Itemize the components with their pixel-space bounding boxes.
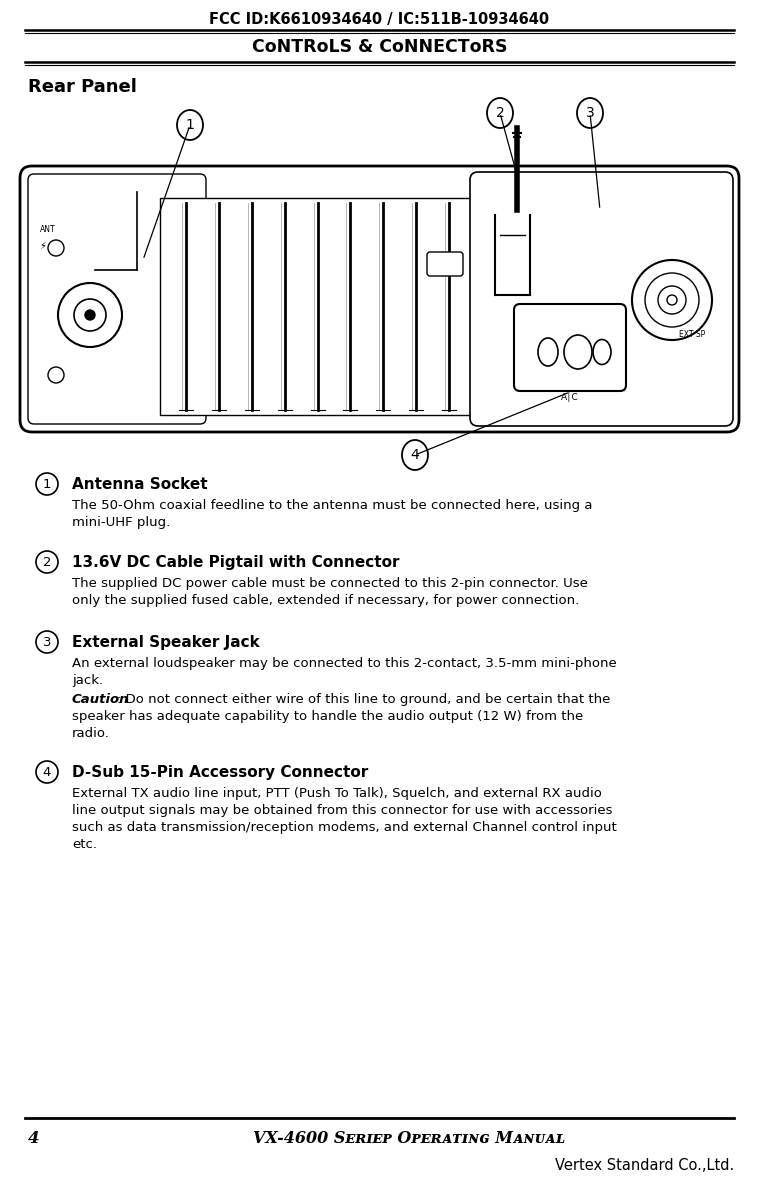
Text: EXT SP: EXT SP: [679, 330, 705, 339]
Text: 3: 3: [43, 635, 52, 648]
Bar: [160, 198, 475, 415]
Text: External TX audio line input, PTT (Push To Talk), Squelch, and external RX audio: External TX audio line input, PTT (Push …: [72, 787, 602, 800]
Text: FCC ID:K6610934640 / IC:511B-10934640: FCC ID:K6610934640 / IC:511B-10934640: [209, 12, 550, 26]
FancyBboxPatch shape: [514, 304, 626, 391]
Text: 4: 4: [411, 448, 420, 462]
Circle shape: [85, 310, 95, 320]
Text: only the supplied fused cable, extended if necessary, for power connection.: only the supplied fused cable, extended …: [72, 594, 579, 608]
Text: mini-UHF plug.: mini-UHF plug.: [72, 516, 170, 529]
Text: 2: 2: [43, 556, 52, 569]
Text: 1: 1: [185, 118, 194, 132]
Text: 2: 2: [496, 106, 505, 120]
Text: etc.: etc.: [72, 838, 97, 851]
Text: 4: 4: [43, 765, 51, 778]
FancyBboxPatch shape: [28, 174, 206, 423]
Text: Caution: Caution: [72, 693, 130, 706]
Text: speaker has adequate capability to handle the audio output (12 W) from the: speaker has adequate capability to handl…: [72, 710, 583, 723]
Text: 1: 1: [43, 478, 52, 491]
Text: VX-4600 Sᴇʀɪᴇᴘ Oᴘᴇʀᴀᴛɪɴɢ Mᴀɴᴜᴀʟ: VX-4600 Sᴇʀɪᴇᴘ Oᴘᴇʀᴀᴛɪɴɢ Mᴀɴᴜᴀʟ: [254, 1130, 565, 1146]
Text: CᴏNTRᴏLS & CᴏNNECTᴏRS: CᴏNTRᴏLS & CᴏNNECTᴏRS: [252, 38, 507, 57]
Text: such as data transmission/reception modems, and external Channel control input: such as data transmission/reception mode…: [72, 820, 617, 834]
Text: Rear Panel: Rear Panel: [28, 78, 137, 96]
FancyBboxPatch shape: [470, 172, 733, 426]
Text: External Speaker Jack: External Speaker Jack: [72, 635, 260, 650]
Text: 3: 3: [586, 106, 594, 120]
Text: A│C: A│C: [561, 391, 579, 402]
Text: ANT: ANT: [40, 225, 55, 235]
Text: jack.: jack.: [72, 674, 103, 687]
Text: The supplied DC power cable must be connected to this 2-pin connector. Use: The supplied DC power cable must be conn…: [72, 577, 588, 589]
Text: ⚡: ⚡: [39, 241, 46, 251]
Text: 4: 4: [28, 1130, 39, 1146]
Text: radio.: radio.: [72, 727, 110, 740]
Text: : Do not connect either wire of this line to ground, and be certain that the: : Do not connect either wire of this lin…: [117, 693, 610, 706]
Text: Antenna Socket: Antenna Socket: [72, 478, 208, 492]
Text: An external loudspeaker may be connected to this 2-contact, 3.5-mm mini-phone: An external loudspeaker may be connected…: [72, 657, 617, 670]
FancyBboxPatch shape: [20, 166, 739, 432]
Text: D-Sub 15-Pin Accessory Connector: D-Sub 15-Pin Accessory Connector: [72, 765, 368, 780]
Text: The 50-Ohm coaxial feedline to the antenna must be connected here, using a: The 50-Ohm coaxial feedline to the anten…: [72, 499, 593, 512]
Text: 13.6V DC Cable Pigtail with Connector: 13.6V DC Cable Pigtail with Connector: [72, 555, 399, 570]
FancyBboxPatch shape: [427, 251, 463, 275]
Text: line output signals may be obtained from this connector for use with accessories: line output signals may be obtained from…: [72, 804, 613, 817]
Text: Vertex Standard Co.,Ltd.: Vertex Standard Co.,Ltd.: [555, 1158, 734, 1173]
